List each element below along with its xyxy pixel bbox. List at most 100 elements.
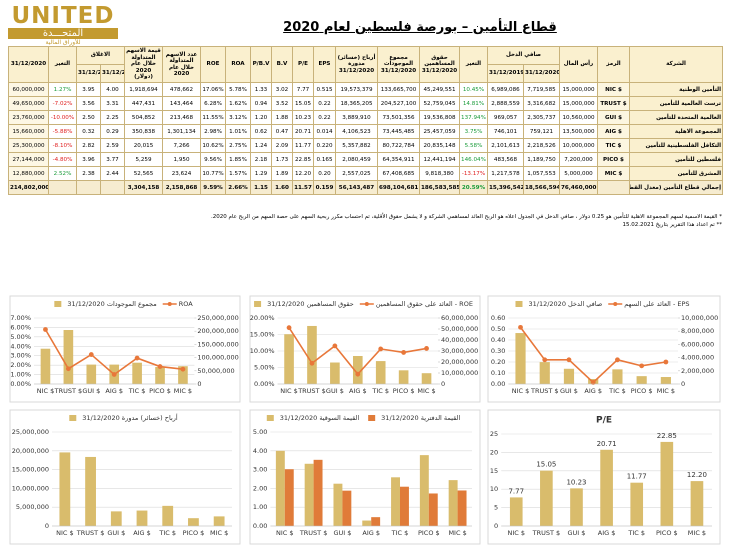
table-cell: ترست العالمية للتأمين xyxy=(629,96,723,111)
table-cell: 186,583,585 xyxy=(419,180,460,195)
y2-tick-label: 2,000,000 xyxy=(681,367,714,375)
bar xyxy=(612,369,623,384)
column-header: قيمة الاسهم المتداولة خلال عام 2020 (دول… xyxy=(124,46,163,83)
y-tick-label: 6.00% xyxy=(10,323,31,331)
y-tick-label: 3.00% xyxy=(10,352,31,360)
column-header: عدد الاسهم المتداولة خلال عام 2020 xyxy=(162,46,201,83)
x-tick-label: GUI $ xyxy=(82,387,100,395)
y-tick-label: 5.00% xyxy=(254,364,275,372)
bar xyxy=(540,470,553,526)
bar xyxy=(563,368,575,384)
bar xyxy=(284,334,294,384)
column-header: 31/12/2020 xyxy=(100,64,125,83)
table-cell: 25,300,000 xyxy=(8,138,49,153)
x-tick-label: PICO $ xyxy=(656,529,678,537)
legend-swatch xyxy=(254,301,262,307)
table-cell: 18,566,594 xyxy=(523,180,560,195)
group-header: الاغلاق xyxy=(76,46,125,65)
legend-label: العائد على حقوق المساهمين - ROE xyxy=(376,300,473,308)
table-cell: 2,158,868 xyxy=(162,180,201,195)
y-tick-label: 2.00% xyxy=(10,361,31,369)
note: * القيمة الاسمية لسهم المجموعة الاهلية ل… xyxy=(211,214,722,220)
table-cell: NIC $ xyxy=(597,82,630,97)
line-marker xyxy=(332,343,338,349)
legend-swatch xyxy=(515,301,523,307)
y-tick-label: 7.00% xyxy=(10,314,31,322)
y-tick-label: 0.10 xyxy=(491,369,505,377)
y2-tick-label: 8,000,000 xyxy=(681,327,714,335)
data-table: 31/12/2020 التغير الاغلاق قيمة الاسهم المتد… xyxy=(8,46,723,195)
bar xyxy=(457,490,467,526)
header-row: 31/12/2020 التغير الاغلاق قيمة الاسهم المتد… xyxy=(8,46,723,83)
y-tick-label: 1.00 xyxy=(253,503,267,511)
table-cell xyxy=(597,180,630,195)
x-tick-label: PICO $ xyxy=(149,387,171,395)
y-tick-label: 25,000,000 xyxy=(12,428,49,436)
table-cell: 1.15 xyxy=(250,180,272,195)
bar xyxy=(391,477,400,526)
bar xyxy=(660,377,671,384)
y-tick-label: 15 xyxy=(490,467,498,475)
y-tick-label: 3.00 xyxy=(253,466,267,474)
bar xyxy=(375,361,386,384)
x-tick-label: GUI $ xyxy=(107,529,125,537)
y-tick-label: 0.00% xyxy=(10,380,31,388)
x-tick-label: TRUST $ xyxy=(299,529,328,537)
table-cell: GUI $ xyxy=(597,110,630,125)
line-marker xyxy=(111,372,117,377)
line-marker xyxy=(355,371,361,377)
x-tick-label: MIC $ xyxy=(448,529,466,537)
line-marker xyxy=(663,359,669,365)
legend-label: ROA xyxy=(179,300,194,308)
bar xyxy=(307,325,317,384)
x-tick-label: NIC $ xyxy=(56,529,74,537)
x-tick-label: GUI $ xyxy=(333,529,351,537)
data-label: 10.23 xyxy=(566,478,586,486)
bar xyxy=(330,362,340,384)
x-tick-label: PICO $ xyxy=(631,387,653,395)
y2-tick-label: 0 xyxy=(197,380,201,388)
bar xyxy=(362,520,372,526)
table-cell: 214,802,000 xyxy=(8,180,49,195)
table-cell: 2.66% xyxy=(225,180,251,195)
bar xyxy=(85,456,96,526)
y-tick-label: 2.00 xyxy=(253,484,267,492)
x-tick-label: AIG $ xyxy=(584,387,602,395)
bar xyxy=(40,348,51,384)
x-tick-label: TRUST $ xyxy=(532,529,561,537)
table-cell: 76,460,000 xyxy=(559,180,598,195)
column-header: P/E xyxy=(292,46,314,83)
x-tick-label: AIG $ xyxy=(598,529,616,537)
x-tick-label: AIG $ xyxy=(349,387,367,395)
legend-swatch xyxy=(368,415,376,421)
legend-swatch xyxy=(613,302,618,306)
logo-arabic: المتحـــدة xyxy=(8,28,118,39)
y-tick-label: 20 xyxy=(490,448,498,456)
table-cell: فلسطين للتأمين xyxy=(629,152,723,167)
y-tick-label: 20.00% xyxy=(250,314,275,322)
x-tick-label: MIC $ xyxy=(174,387,192,395)
table-cell: التأمين الوطنية xyxy=(629,82,723,97)
x-tick-label: PICO $ xyxy=(418,529,440,537)
y-tick-label: 5,000,000 xyxy=(16,503,49,511)
chart-frame xyxy=(487,295,721,403)
y2-tick-label: 60,000,000 xyxy=(441,314,478,322)
line-marker xyxy=(401,350,407,355)
bar xyxy=(313,459,323,526)
column-header: ROE xyxy=(200,46,226,83)
y2-tick-label: 10,000,000 xyxy=(441,369,478,377)
data-label: 15.05 xyxy=(536,461,556,469)
bar xyxy=(162,505,174,526)
line-marker xyxy=(134,355,140,361)
x-tick-label: PICO $ xyxy=(183,529,205,537)
y2-tick-label: 6,000,000 xyxy=(681,340,714,348)
table-cell: 0.159 xyxy=(313,180,336,195)
table-cell xyxy=(76,180,101,195)
bar xyxy=(570,488,583,526)
x-tick-label: TRUST $ xyxy=(54,387,83,395)
x-tick-label: MIC $ xyxy=(657,387,675,395)
table-row: 15,660,000 -5.88% 0.32 0.29 350,838 1,301,134… xyxy=(8,124,723,139)
table-cell: 27,144,000 xyxy=(8,152,49,167)
